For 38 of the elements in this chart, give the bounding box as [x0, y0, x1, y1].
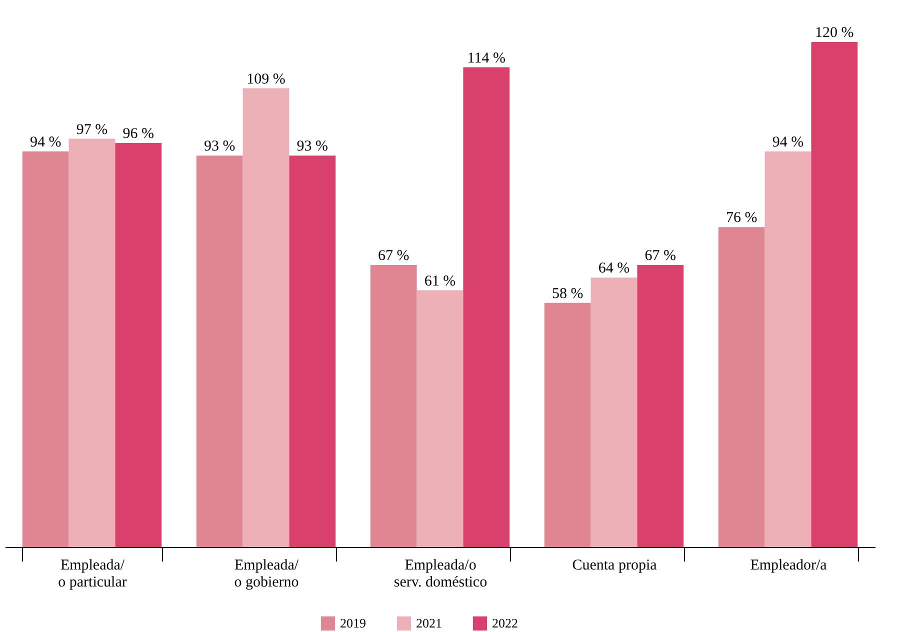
legend-label: 2022 [492, 615, 518, 630]
bar [242, 88, 290, 547]
data-label: 93 % [204, 138, 236, 155]
data-label: 58 % [552, 286, 584, 302]
bar [544, 302, 591, 547]
bar [811, 42, 858, 547]
legend-label: 2021 [416, 615, 442, 630]
data-label: 93 % [296, 138, 328, 155]
data-label: 76 % [726, 210, 758, 226]
x-tick-label: Empleada/ o particular [58, 558, 127, 590]
bar [196, 156, 243, 547]
x-tick-label: Empleador/a [750, 558, 828, 574]
data-label: 120 % [815, 25, 854, 41]
legend-label: 2019 [340, 615, 366, 630]
data-label: 96 % [122, 126, 154, 142]
bar [637, 265, 684, 547]
x-tick-label: Cuenta propia [572, 558, 658, 574]
x-tick-label: Empleada/ o gobierno [234, 558, 300, 590]
bar [590, 278, 638, 547]
bar [115, 143, 162, 547]
bar [370, 265, 417, 547]
bar [22, 151, 69, 547]
data-label: 97 % [76, 122, 108, 138]
data-label: 94 % [30, 134, 62, 150]
data-label: 109 % [246, 71, 286, 88]
bar [416, 290, 464, 547]
data-label: 94 % [772, 134, 804, 150]
data-label: 64 % [598, 260, 630, 277]
data-label: 114 % [467, 50, 506, 66]
data-label: 67 % [378, 248, 410, 264]
bar [718, 227, 765, 547]
bar [68, 138, 116, 547]
bar [764, 151, 812, 547]
bar [289, 156, 336, 547]
bar [463, 67, 510, 547]
x-tick-label: Empleada/o serv. doméstico [394, 558, 488, 590]
data-label: 67 % [644, 248, 676, 264]
data-label: 61 % [424, 273, 456, 290]
